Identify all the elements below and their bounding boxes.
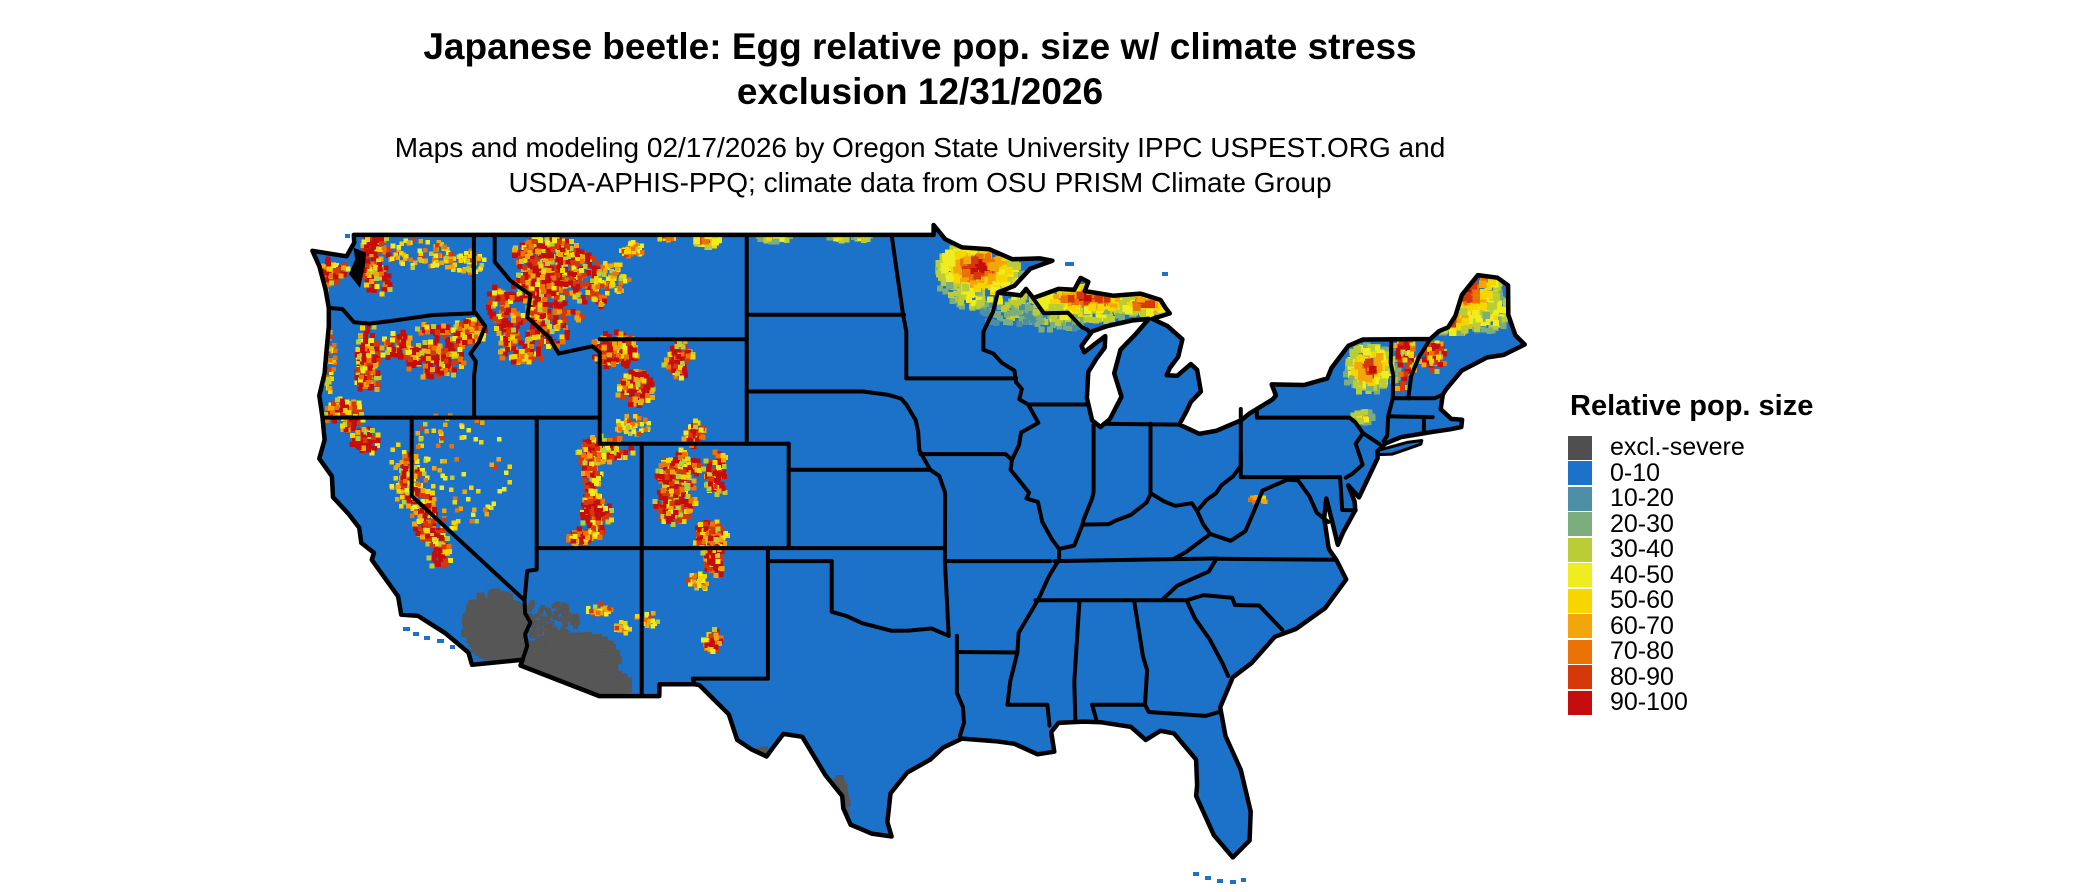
figure-header: Japanese beetle: Egg relative pop. size … <box>0 24 1840 200</box>
legend-row: 90-100 <box>1568 688 1813 717</box>
legend-swatch <box>1568 461 1592 486</box>
legend-row: 70-80 <box>1568 637 1813 666</box>
legend-swatch <box>1568 537 1592 562</box>
legend-row: 0-10 <box>1568 458 1813 487</box>
legend-swatch <box>1568 665 1592 690</box>
legend-row: 40-50 <box>1568 560 1813 589</box>
legend-label: 80-90 <box>1610 662 1674 691</box>
legend-row: 20-30 <box>1568 509 1813 538</box>
legend-row: 10-20 <box>1568 484 1813 513</box>
legend-rows: excl.-severe 0-10 10-20 20-30 30-40 40-50 50-6… <box>1568 433 1813 717</box>
legend: Relative pop. size excl.-severe 0-10 10-20… <box>1568 390 1813 716</box>
legend-swatch <box>1568 614 1592 639</box>
subtitle-line-2: USDA-APHIS-PPQ; climate data from OSU PR… <box>508 167 1332 198</box>
legend-label: 90-100 <box>1610 688 1688 717</box>
legend-label: 30-40 <box>1610 535 1674 564</box>
legend-label: 50-60 <box>1610 586 1674 615</box>
us-map-canvas <box>310 222 1527 884</box>
legend-swatch <box>1568 588 1592 613</box>
legend-label: 70-80 <box>1610 637 1674 666</box>
legend-swatch <box>1568 639 1592 664</box>
legend-row: 30-40 <box>1568 535 1813 564</box>
page-subtitle: Maps and modeling 02/17/2026 by Oregon S… <box>0 130 1840 200</box>
legend-swatch <box>1568 690 1592 715</box>
legend-label: 60-70 <box>1610 611 1674 640</box>
legend-swatch <box>1568 512 1592 537</box>
legend-label: 0-10 <box>1610 458 1661 487</box>
legend-label: 40-50 <box>1610 560 1674 589</box>
legend-swatch <box>1568 486 1592 511</box>
legend-swatch <box>1568 563 1592 588</box>
legend-row: 80-90 <box>1568 662 1813 691</box>
legend-label: excl.-severe <box>1610 433 1745 462</box>
subtitle-line-1: Maps and modeling 02/17/2026 by Oregon S… <box>394 132 1446 163</box>
legend-title: Relative pop. size <box>1570 390 1814 422</box>
title-line-2: exclusion 12/31/2026 <box>736 71 1104 112</box>
title-line-1: Japanese beetle: Egg relative pop. size … <box>423 26 1417 67</box>
legend-label: 10-20 <box>1610 484 1674 513</box>
legend-row: 60-70 <box>1568 611 1813 640</box>
legend-swatch <box>1568 435 1592 460</box>
legend-row: excl.-severe <box>1568 433 1813 462</box>
legend-label: 20-30 <box>1610 509 1674 538</box>
legend-row: 50-60 <box>1568 586 1813 615</box>
page-title: Japanese beetle: Egg relative pop. size … <box>0 24 1840 114</box>
